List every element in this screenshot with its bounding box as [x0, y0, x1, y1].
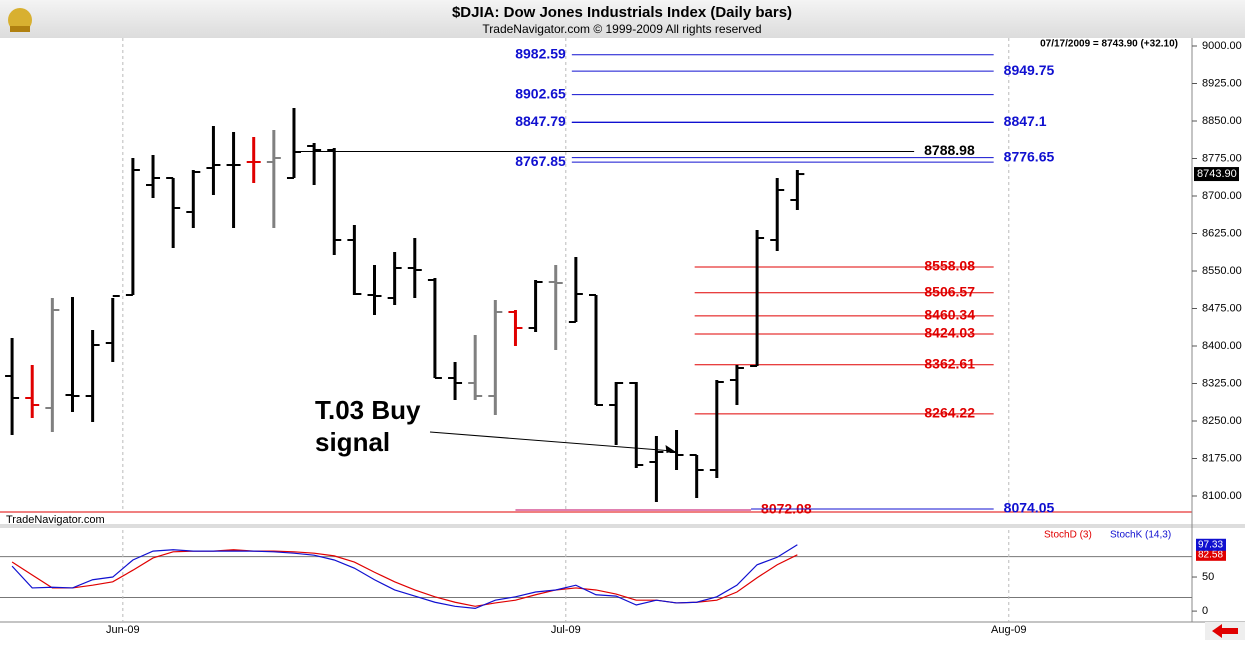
ohlc-bar [750, 230, 765, 367]
ohlc-bar [186, 170, 201, 228]
level-label: 8264.22 [924, 405, 975, 421]
y-tick-label: 8625.00 [1202, 227, 1242, 239]
ohlc-bar [206, 126, 221, 195]
annotation: signal [315, 427, 390, 457]
y-tick-label: 50 [1202, 571, 1214, 583]
level-label: 8460.34 [924, 307, 975, 323]
ohlc-bar [488, 300, 503, 415]
level-label: 8847.1 [1004, 113, 1047, 129]
ohlc-bar [266, 130, 281, 228]
ohlc-bar [589, 294, 603, 406]
stoch-line [11, 544, 798, 609]
ohlc-bar [609, 382, 624, 445]
level-label: 8902.65 [515, 85, 566, 101]
level-label: 8506.57 [924, 283, 975, 299]
x-tick-label: Jun-09 [106, 624, 140, 636]
ohlc-bar [508, 310, 523, 346]
ohlc-bar [629, 382, 644, 468]
ohlc-bar [146, 155, 161, 198]
ohlc-bar [226, 132, 241, 228]
ohlc-bar [649, 436, 664, 502]
y-tick-label: 0 [1202, 605, 1208, 617]
annotation-arrowhead [665, 445, 675, 453]
ohlc-bar [709, 380, 724, 478]
ohlc-bar [65, 297, 80, 412]
legend-entry: StochD (3) [1044, 530, 1092, 541]
ohlc-bar [548, 265, 563, 350]
y-tick-label: 8550.00 [1202, 265, 1242, 277]
last-price-label: 8743.90 [1197, 168, 1237, 180]
annotation: T.03 Buy [315, 395, 421, 425]
y-tick-label: 9000.00 [1202, 40, 1242, 52]
chart-title: $DJIA: Dow Jones Industrials Index (Dail… [452, 4, 792, 21]
ohlc-bar [427, 278, 442, 379]
level-label: 8767.85 [515, 153, 566, 169]
y-tick-label: 8475.00 [1202, 302, 1242, 314]
level-label: 8982.59 [515, 45, 566, 61]
nav-arrow[interactable] [1205, 622, 1245, 640]
y-tick-label: 8100.00 [1202, 490, 1242, 502]
value-tag [1196, 538, 1226, 551]
ohlc-bar [770, 178, 785, 251]
ohlc-bar [367, 265, 382, 315]
y-tick-label: 8925.00 [1202, 77, 1242, 89]
ohlc-bar [105, 295, 120, 362]
y-tick-label: 8325.00 [1202, 377, 1242, 389]
annotation-arrow [429, 431, 673, 452]
x-tick-label: Jul-09 [551, 624, 581, 636]
ohlc-bar [347, 225, 362, 295]
x-tick-label: Aug-09 [991, 624, 1026, 636]
legend-entry: StochK (14,3) [1110, 530, 1171, 541]
level-label: 8362.61 [924, 355, 975, 371]
ohlc-bar [528, 280, 543, 332]
y-tick-label: 8700.00 [1202, 190, 1242, 202]
ohlc-bar [448, 362, 463, 400]
value-tag-label: 97.33 [1198, 539, 1223, 550]
ohlc-bar [85, 330, 100, 422]
ohlc-bar [790, 170, 805, 210]
panel-divider [0, 524, 1245, 528]
chart-subtitle: TradeNavigator.com © 1999-2009 All right… [482, 22, 761, 36]
level-label: 8424.03 [924, 325, 975, 341]
ohlc-bar [669, 430, 684, 470]
ohlc-bar [246, 137, 261, 183]
ohlc-bar [307, 143, 322, 185]
level-label: 8949.75 [1004, 62, 1055, 78]
y-tick-label: 8400.00 [1202, 340, 1242, 352]
ohlc-bar [568, 257, 583, 323]
ohlc-bar [689, 454, 704, 498]
y-tick-label: 8775.00 [1202, 152, 1242, 164]
ohlc-bar [327, 148, 342, 255]
level-label: 8847.79 [515, 113, 566, 129]
ohlc-bar [407, 238, 422, 298]
ohlc-bar [25, 365, 40, 418]
y-tick-label: 8250.00 [1202, 415, 1242, 427]
ohlc-bar [45, 298, 60, 432]
ohlc-bar [387, 252, 402, 305]
y-tick-label: 8850.00 [1202, 115, 1242, 127]
ohlc-bar [468, 335, 483, 400]
y-tick-label: 8175.00 [1202, 452, 1242, 464]
watermark: TradeNavigator.com [6, 514, 105, 526]
value-tag-label: 82.58 [1198, 549, 1223, 560]
ohlc-bar [5, 338, 20, 435]
value-tag [1196, 548, 1226, 561]
ohlc-bar [286, 108, 301, 179]
level-label: 8074.05 [1004, 500, 1055, 516]
logo [8, 8, 32, 32]
level-label: 8558.08 [924, 258, 975, 274]
header-bar [0, 0, 1245, 38]
ohlc-bar [729, 365, 744, 405]
ohlc-bar [125, 158, 140, 296]
last-price-tag [1194, 167, 1239, 182]
level-label: 8776.65 [1004, 148, 1055, 164]
ohlc-bar [166, 177, 181, 248]
header-note: 07/17/2009 = 8743.90 (+32.10) [1040, 39, 1178, 50]
level-label: 8788.98 [924, 142, 975, 158]
